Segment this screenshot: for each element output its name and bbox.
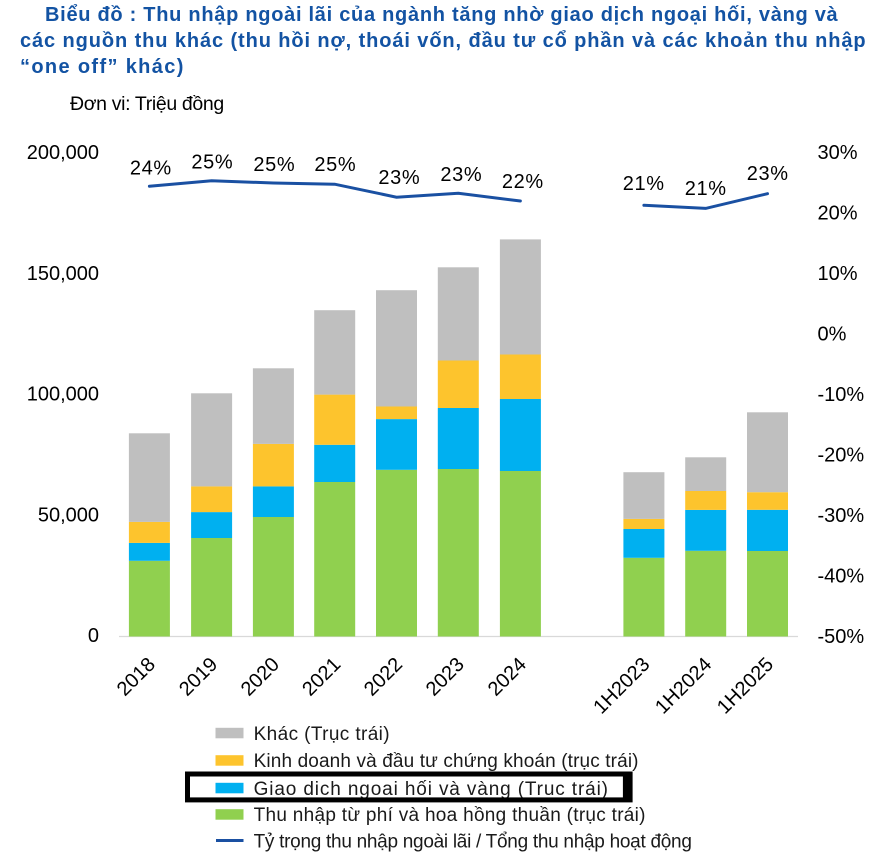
svg-text:150,000: 150,000 [27,263,99,285]
svg-text:-30%: -30% [818,505,865,527]
svg-text:Giao dich ngoai hối và vàng (T: Giao dich ngoai hối và vàng (Truc trái) [254,779,608,800]
svg-text:0: 0 [88,625,99,647]
svg-text:25%: 25% [253,154,295,176]
svg-text:-10%: -10% [818,384,865,406]
svg-text:22%: 22% [502,171,544,193]
svg-text:100,000: 100,000 [27,384,99,406]
svg-text:2021: 2021 [298,653,345,700]
svg-text:20%: 20% [818,202,858,224]
svg-text:23%: 23% [440,164,482,186]
svg-text:2020: 2020 [237,653,284,700]
svg-text:21%: 21% [623,173,665,195]
svg-text:24%: 24% [130,157,172,179]
svg-text:2018: 2018 [113,653,160,700]
svg-text:23%: 23% [378,167,420,189]
svg-text:Kinh doanh và đầu tư chứng kho: Kinh doanh và đầu tư chứng khoán (trục t… [254,751,639,772]
svg-text:Khác (Trục trái): Khác (Trục trái) [254,724,390,745]
svg-text:1H2025: 1H2025 [713,653,778,718]
svg-text:2024: 2024 [484,653,531,700]
svg-text:2019: 2019 [175,653,222,700]
svg-text:30%: 30% [818,142,858,164]
svg-text:23%: 23% [747,163,789,185]
svg-text:0%: 0% [818,323,847,345]
svg-text:-20%: -20% [818,444,865,466]
svg-text:Thu nhập từ phí và hoa hồng th: Thu nhập từ phí và hoa hồng thuần (trục … [254,805,646,826]
svg-text:200,000: 200,000 [27,142,99,164]
svg-text:1H2024: 1H2024 [651,653,716,718]
svg-text:10%: 10% [818,263,858,285]
svg-text:25%: 25% [314,154,356,176]
svg-text:1H2023: 1H2023 [589,653,654,718]
svg-text:2022: 2022 [360,653,407,700]
svg-text:2023: 2023 [422,653,469,700]
svg-text:-40%: -40% [818,565,865,587]
svg-text:21%: 21% [685,178,727,200]
svg-text:Tỷ trọng thu nhập ngoài lãi /: Tỷ trọng thu nhập ngoài lãi / Tổng thu n… [254,831,692,852]
svg-text:-50%: -50% [818,626,865,648]
svg-text:25%: 25% [191,151,233,173]
svg-text:50,000: 50,000 [38,504,99,526]
